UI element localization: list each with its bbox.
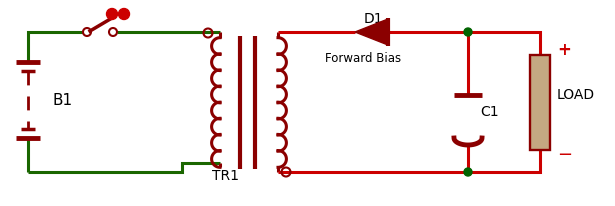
Circle shape <box>106 8 117 20</box>
Text: Forward Bias: Forward Bias <box>325 52 401 65</box>
Circle shape <box>464 168 472 176</box>
Text: TR1: TR1 <box>212 169 239 183</box>
Text: −: − <box>557 146 572 164</box>
Text: C1: C1 <box>480 105 499 119</box>
Text: LOAD: LOAD <box>557 88 595 102</box>
Text: D1: D1 <box>363 12 383 26</box>
Circle shape <box>464 28 472 36</box>
Polygon shape <box>355 19 388 45</box>
Text: B1: B1 <box>52 92 72 108</box>
Circle shape <box>119 8 130 20</box>
Text: +: + <box>557 41 571 59</box>
FancyBboxPatch shape <box>530 55 550 150</box>
